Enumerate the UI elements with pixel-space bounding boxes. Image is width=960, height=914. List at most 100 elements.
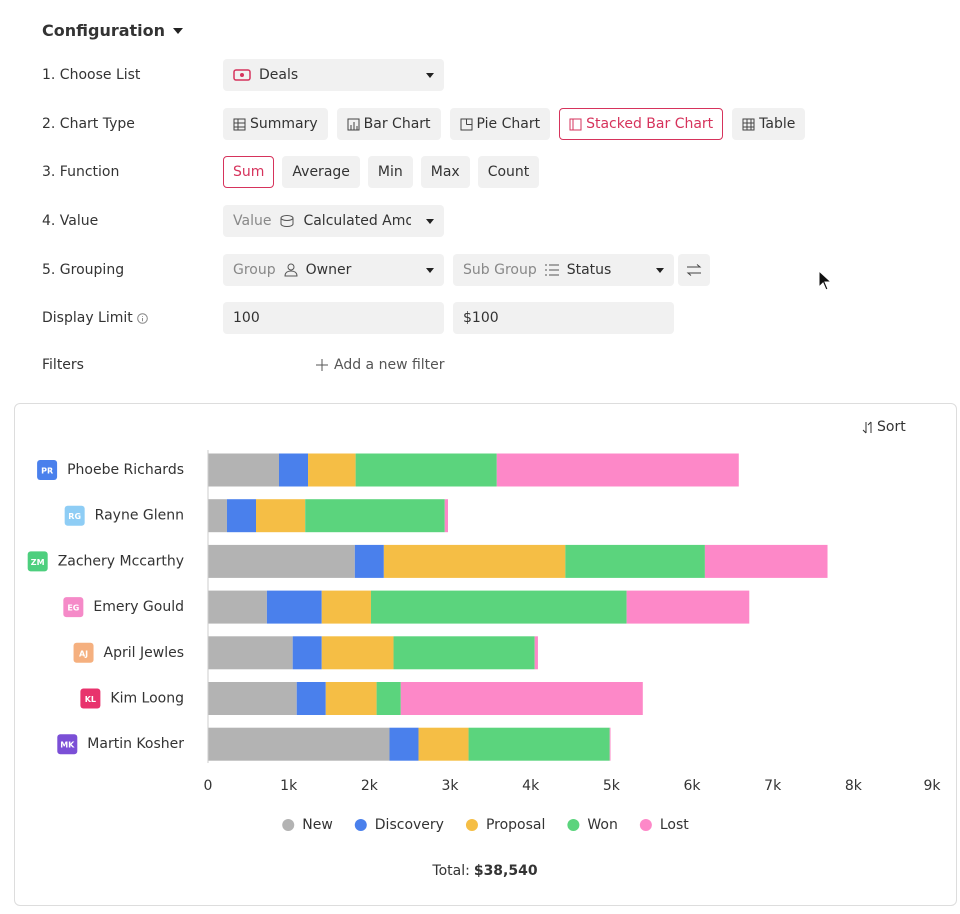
config-title: Configuration bbox=[42, 21, 166, 40]
x-tick-label: 9k bbox=[923, 778, 941, 794]
subgroup-dropdown[interactable]: Sub Group Status bbox=[453, 254, 674, 286]
bar-segment bbox=[278, 453, 309, 487]
legend-item[interactable]: New bbox=[282, 817, 333, 833]
bar-segment bbox=[496, 453, 739, 487]
option-button[interactable]: Summary bbox=[223, 108, 328, 140]
option-label: Sum bbox=[233, 164, 265, 180]
legend-swatch bbox=[567, 819, 580, 831]
option-button[interactable]: Stacked Bar Chart bbox=[559, 108, 724, 140]
option-icon bbox=[569, 118, 582, 130]
option-button[interactable]: Table bbox=[732, 108, 806, 140]
list-icon bbox=[544, 264, 559, 276]
dropdown-value: Owner bbox=[305, 262, 352, 278]
legend-swatch bbox=[465, 819, 478, 831]
config-header[interactable]: Configuration bbox=[42, 21, 184, 40]
legend-item[interactable]: Won bbox=[567, 817, 618, 833]
amount-input[interactable]: $100 bbox=[453, 302, 674, 334]
legend-item[interactable]: Discovery bbox=[354, 817, 444, 833]
add-filter-text: Add a new filter bbox=[334, 357, 445, 373]
list-dropdown[interactable]: Deals bbox=[223, 59, 444, 91]
bar-segment bbox=[626, 590, 750, 624]
bar-segment bbox=[208, 727, 390, 761]
row-label: Filters bbox=[42, 357, 84, 373]
bar-segment bbox=[354, 544, 384, 578]
avatar-initials: RG bbox=[68, 512, 81, 521]
bar-segment bbox=[308, 453, 356, 487]
legend-swatch bbox=[282, 819, 295, 831]
total-value: $38,540 bbox=[474, 863, 538, 879]
option-button[interactable]: Average bbox=[282, 156, 360, 188]
bar-segment bbox=[292, 636, 322, 670]
bar-segment bbox=[389, 727, 419, 761]
bar-segment bbox=[266, 590, 322, 624]
x-tick-label: 3k bbox=[441, 778, 459, 794]
value-dropdown[interactable]: Value Calculated Amou bbox=[223, 205, 444, 237]
option-button[interactable]: Max bbox=[420, 156, 470, 188]
legend-label: Proposal bbox=[486, 817, 545, 833]
bar-segment bbox=[208, 453, 279, 487]
x-tick-label: 7k bbox=[764, 778, 782, 794]
function-group: Sum Average Min Max Count bbox=[223, 156, 540, 188]
bar-segment bbox=[468, 727, 610, 761]
bar-segment bbox=[418, 727, 469, 761]
avatar-initials: AJ bbox=[79, 649, 88, 658]
limit-input[interactable]: 100 bbox=[223, 302, 444, 334]
sort-button[interactable]: Sort bbox=[862, 419, 906, 435]
prefix: Group bbox=[233, 262, 276, 278]
bar-segment bbox=[609, 727, 611, 761]
bar-segment bbox=[208, 636, 293, 670]
bar-segment bbox=[370, 590, 627, 624]
swap-icon bbox=[686, 264, 702, 276]
option-button[interactable]: Bar Chart bbox=[336, 108, 441, 140]
bar-segment bbox=[383, 544, 566, 578]
option-label: Count bbox=[487, 164, 530, 180]
category-label: Phoebe Richards bbox=[67, 462, 184, 478]
option-icon bbox=[233, 118, 246, 130]
bar-segment bbox=[226, 499, 256, 533]
x-tick-label: 6k bbox=[683, 778, 701, 794]
option-button[interactable]: Min bbox=[367, 156, 413, 188]
x-tick-label: 5k bbox=[603, 778, 621, 794]
legend-label: Won bbox=[587, 817, 617, 833]
avatar-initials: PR bbox=[41, 467, 53, 476]
x-tick-label: 8k bbox=[845, 778, 863, 794]
option-label: Max bbox=[430, 164, 460, 180]
option-icon bbox=[742, 118, 755, 130]
add-filter[interactable]: Add a new filter bbox=[316, 355, 445, 375]
group-dropdown[interactable]: Group Owner bbox=[223, 254, 444, 286]
avatar-initials: KL bbox=[85, 695, 96, 704]
category-label: Martin Kosher bbox=[87, 736, 184, 752]
row-label: 3. Function bbox=[42, 164, 120, 180]
swap-button[interactable] bbox=[678, 254, 710, 286]
avatar bbox=[57, 734, 78, 755]
legend-item[interactable]: Lost bbox=[639, 817, 689, 833]
bar-segment bbox=[321, 590, 371, 624]
option-button[interactable]: Pie Chart bbox=[449, 108, 551, 140]
avatar-initials: ZM bbox=[31, 558, 45, 567]
info-icon bbox=[136, 312, 148, 324]
bar-segment bbox=[208, 590, 267, 624]
total: Total: $38,540 bbox=[431, 863, 537, 879]
sort-label: Sort bbox=[877, 419, 906, 435]
bar-segment bbox=[208, 499, 227, 533]
chart-type-group: Summary Bar Chart Pie Chart Stacked Bar Cha… bbox=[223, 108, 806, 140]
bar-segment bbox=[400, 682, 643, 715]
deal-icon bbox=[233, 69, 251, 81]
dropdown-value: Status bbox=[566, 262, 612, 278]
bar-segment bbox=[534, 636, 538, 670]
person-icon bbox=[284, 263, 298, 277]
bar-segment bbox=[325, 682, 377, 715]
bar-segment bbox=[296, 682, 326, 715]
avatar bbox=[64, 505, 85, 526]
option-button[interactable]: Sum bbox=[223, 156, 275, 188]
bar-segment bbox=[321, 636, 394, 670]
bar-segment bbox=[393, 636, 535, 670]
option-button[interactable]: Count bbox=[477, 156, 540, 188]
total-label: Total: bbox=[431, 863, 469, 879]
option-label: Bar Chart bbox=[363, 116, 431, 132]
row-label: 1. Choose List bbox=[42, 67, 141, 83]
legend-label: Discovery bbox=[375, 817, 444, 833]
row-label: 4. Value bbox=[42, 213, 99, 229]
legend-item[interactable]: Proposal bbox=[465, 817, 545, 833]
caret-icon bbox=[173, 27, 184, 34]
